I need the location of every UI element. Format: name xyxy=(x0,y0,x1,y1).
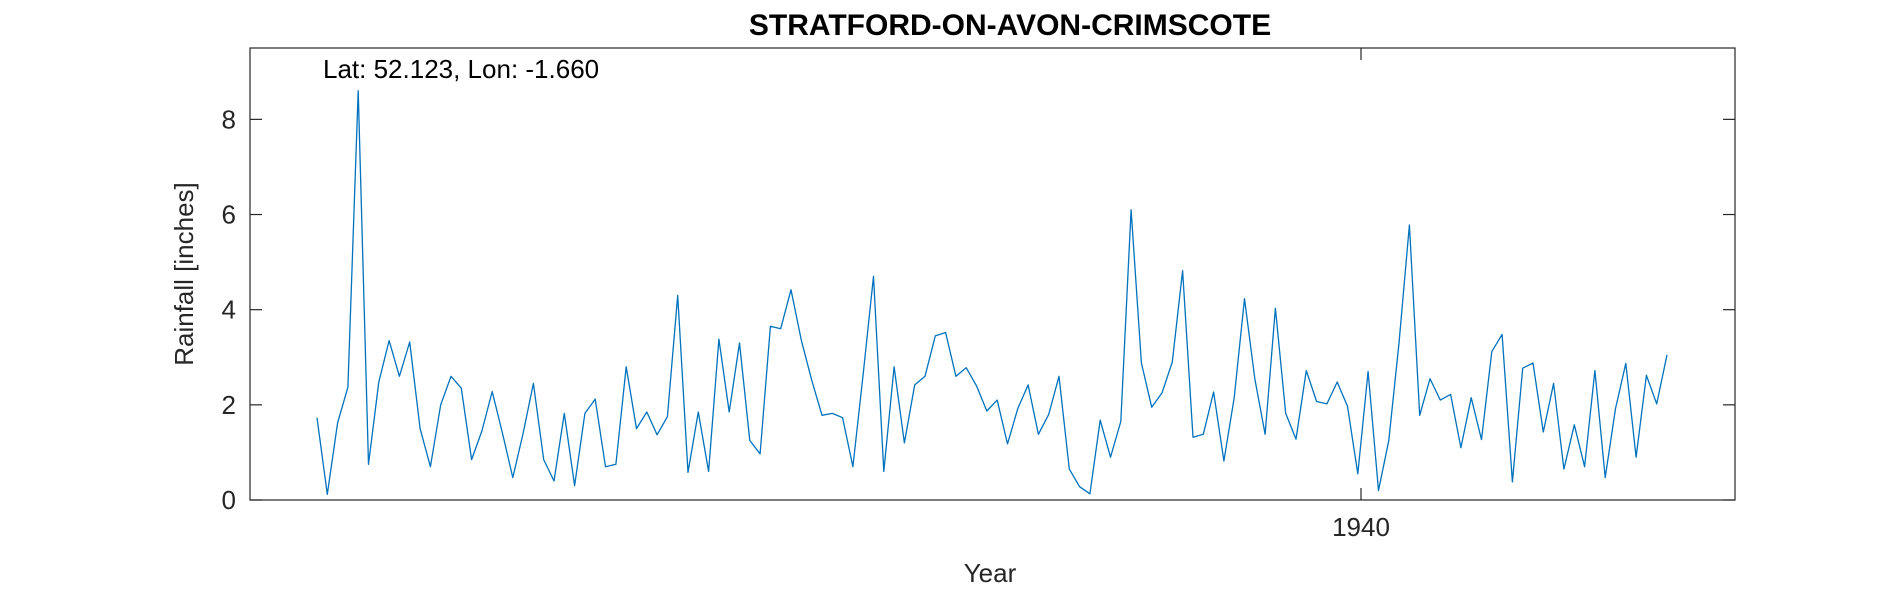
y-tick-label: 0 xyxy=(222,485,236,515)
location-annotation: Lat: 52.123, Lon: -1.660 xyxy=(323,54,599,84)
x-tick-label: 1940 xyxy=(1332,512,1390,542)
series-group xyxy=(316,90,1668,495)
y-tick-label: 6 xyxy=(222,200,236,230)
y-tick-label: 2 xyxy=(222,390,236,420)
chart-title: STRATFORD-ON-AVON-CRIMSCOTE xyxy=(749,9,1271,42)
plot-area xyxy=(249,47,1736,501)
x-axis-label: Year xyxy=(964,558,1017,588)
y-axis: 0 2 4 6 8 xyxy=(222,104,1735,515)
x-axis: 1940 xyxy=(1332,48,1390,542)
y-tick-label: 4 xyxy=(222,295,236,325)
rainfall-series-line xyxy=(316,90,1668,495)
y-tick-label: 8 xyxy=(222,104,236,134)
y-axis-label: Rainfall [inches] xyxy=(169,182,199,366)
